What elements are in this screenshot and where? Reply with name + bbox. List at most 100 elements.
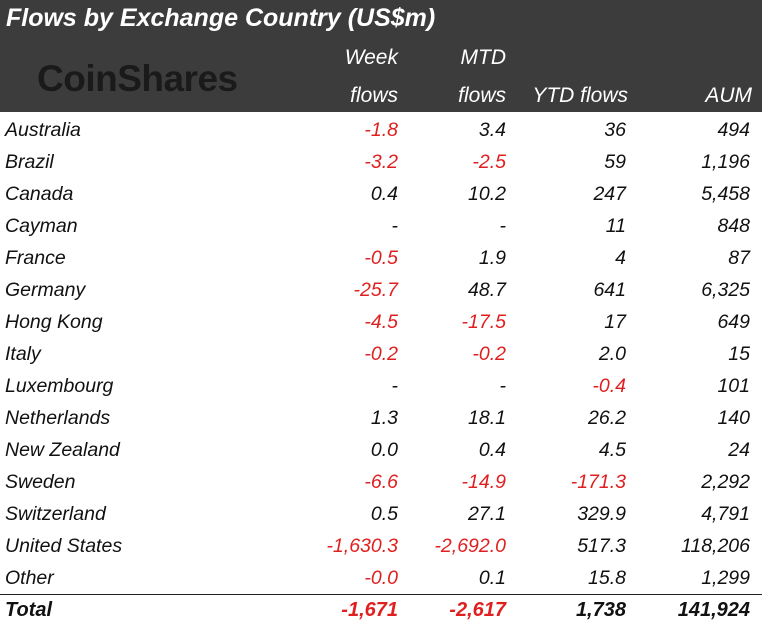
mtd-flows-cell: -14.9 <box>461 471 506 493</box>
aum-cell: 848 <box>717 215 750 237</box>
country-cell: Italy <box>5 343 41 365</box>
total-mtd: -2,617 <box>449 599 506 621</box>
table-row: Cayman - - 11 848 <box>0 210 762 242</box>
week-flows-cell: -25.7 <box>353 279 398 301</box>
week-header-top: Week <box>344 46 398 69</box>
mtd-flows-cell: 27.1 <box>468 503 506 525</box>
aum-cell: 6,325 <box>701 279 750 301</box>
ytd-flows-cell: 15.8 <box>588 567 626 589</box>
country-cell: Luxembourg <box>5 375 114 397</box>
table-header: Flows by Exchange Country (US$m) CoinSha… <box>0 0 762 112</box>
chart-title: Flows by Exchange Country (US$m) <box>6 4 436 32</box>
coinshares-logo: CoinShares <box>37 58 238 99</box>
aum-cell: 101 <box>717 375 750 397</box>
table-row: Canada 0.4 10.2 247 5,458 <box>0 178 762 210</box>
aum-cell: 140 <box>717 407 750 429</box>
table-row: Brazil -3.2 -2.5 59 1,196 <box>0 146 762 178</box>
mtd-flows-cell: - <box>499 215 507 237</box>
aum-cell: 87 <box>728 247 750 269</box>
mtd-flows-cell: -0.2 <box>472 343 506 365</box>
mtd-flows-cell: 1.9 <box>478 247 506 269</box>
aum-cell: 15 <box>728 343 750 365</box>
table-row: Italy -0.2 -0.2 2.0 15 <box>0 338 762 370</box>
ytd-flows-cell: 641 <box>593 279 626 301</box>
week-flows-cell: 1.3 <box>370 407 398 429</box>
mtd-flows-cell: 0.4 <box>478 439 506 461</box>
table-row: Luxembourg - - -0.4 101 <box>0 370 762 402</box>
country-cell: New Zealand <box>5 439 120 461</box>
ytd-flows-cell: 26.2 <box>588 407 626 429</box>
table-row: Australia -1.8 3.4 36 494 <box>0 114 762 146</box>
total-ytd: 1,738 <box>575 599 626 621</box>
total-row: Total -1,671 -2,617 1,738 141,924 <box>0 594 762 626</box>
aum-cell: 4,791 <box>701 503 750 525</box>
country-cell: Brazil <box>5 151 54 173</box>
table-body: Australia -1.8 3.4 36 494 Brazil -3.2 -2.5 59 1,1… <box>0 114 762 594</box>
mtd-flows-cell: 10.2 <box>468 183 506 205</box>
mtd-flows-cell: 3.4 <box>478 119 506 141</box>
week-flows-cell: -1,630.3 <box>326 535 398 557</box>
week-flows-cell: -0.2 <box>364 343 398 365</box>
aum-cell: 5,458 <box>701 183 750 205</box>
mtd-flows-cell: - <box>499 375 507 397</box>
ytd-flows-cell: 36 <box>604 119 626 141</box>
aum-cell: 2,292 <box>701 471 750 493</box>
country-cell: Netherlands <box>5 407 111 429</box>
table-row: Germany -25.7 48.7 641 6,325 <box>0 274 762 306</box>
ytd-flows-cell: 517.3 <box>577 535 626 557</box>
country-cell: France <box>5 247 66 269</box>
mtd-flows-cell: -17.5 <box>461 311 506 333</box>
week-flows-cell: -0.5 <box>364 247 398 269</box>
country-cell: Sweden <box>5 471 76 493</box>
ytd-flows-cell: -0.4 <box>592 375 626 397</box>
week-flows-cell: 0.5 <box>370 503 398 525</box>
mtd-flows-cell: 18.1 <box>468 407 506 429</box>
table-row: Other -0.0 0.1 15.8 1,299 <box>0 562 762 594</box>
country-cell: Switzerland <box>5 503 106 525</box>
ytd-flows-cell: 4 <box>615 247 626 269</box>
week-flows-cell: - <box>391 215 399 237</box>
mtd-flows-cell: -2,692.0 <box>434 535 506 557</box>
ytd-flows-cell: 2.0 <box>598 343 626 365</box>
total-week: -1,671 <box>341 599 398 621</box>
week-flows-cell: -4.5 <box>364 311 398 333</box>
week-flows-cell: 0.4 <box>370 183 398 205</box>
week-header-bottom: flows <box>350 84 398 107</box>
mtd-header-bottom: flows <box>458 84 506 107</box>
aum-cell: 1,299 <box>701 567 750 589</box>
table-row: New Zealand 0.0 0.4 4.5 24 <box>0 434 762 466</box>
mtd-header-top: MTD <box>460 46 507 69</box>
country-cell: Germany <box>5 279 86 301</box>
aum-cell: 649 <box>717 311 750 333</box>
country-cell: Canada <box>5 183 74 205</box>
table-row: Hong Kong -4.5 -17.5 17 649 <box>0 306 762 338</box>
week-flows-cell: -3.2 <box>364 151 398 173</box>
ytd-flows-cell: 59 <box>604 151 626 173</box>
aum-cell: 1,196 <box>701 151 750 173</box>
week-flows-cell: -0.0 <box>364 567 398 589</box>
aum-header: AUM <box>705 84 752 107</box>
country-cell: Hong Kong <box>5 311 103 333</box>
ytd-flows-cell: 11 <box>605 215 626 237</box>
week-flows-cell: - <box>391 375 399 397</box>
mtd-flows-cell: 0.1 <box>478 567 506 589</box>
ytd-header: YTD flows <box>532 84 628 107</box>
table-row: France -0.5 1.9 4 87 <box>0 242 762 274</box>
table-row: Netherlands 1.3 18.1 26.2 140 <box>0 402 762 434</box>
table-row: Sweden -6.6 -14.9 -171.3 2,292 <box>0 466 762 498</box>
total-label: Total <box>5 599 53 621</box>
country-cell: Other <box>5 567 54 589</box>
ytd-flows-cell: 17 <box>604 311 626 333</box>
table-row: United States -1,630.3 -2,692.0 517.3 118,20… <box>0 530 762 562</box>
aum-cell: 24 <box>728 439 750 461</box>
table-row: Switzerland 0.5 27.1 329.9 4,791 <box>0 498 762 530</box>
aum-cell: 118,206 <box>680 535 750 557</box>
ytd-flows-cell: 4.5 <box>598 439 626 461</box>
ytd-flows-cell: -171.3 <box>570 471 626 493</box>
week-flows-cell: -6.6 <box>364 471 398 493</box>
country-cell: Cayman <box>5 215 78 237</box>
country-cell: Australia <box>5 119 81 141</box>
aum-cell: 494 <box>717 119 750 141</box>
mtd-flows-cell: -2.5 <box>472 151 506 173</box>
ytd-flows-cell: 329.9 <box>577 503 626 525</box>
